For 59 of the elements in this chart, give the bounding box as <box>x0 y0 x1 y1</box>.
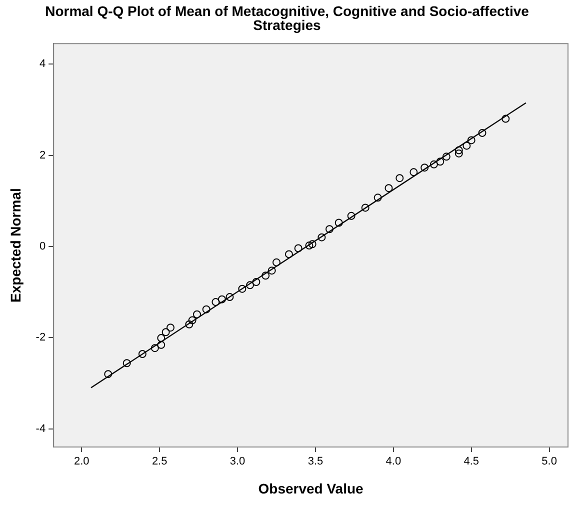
point <box>384 184 393 192</box>
point <box>192 310 201 318</box>
point <box>467 136 476 144</box>
x-tick-label: 4.5 <box>464 456 479 468</box>
point <box>138 350 146 358</box>
point <box>334 218 343 227</box>
y-axis-title: Expected Normal <box>7 188 24 302</box>
point <box>212 298 220 306</box>
y-tick-label: 4 <box>39 58 46 70</box>
point <box>396 174 404 182</box>
x-tick-label: 4.0 <box>386 456 402 468</box>
x-tick-label: 2.5 <box>152 456 168 468</box>
point <box>122 359 131 368</box>
y-tick-label: -4 <box>36 422 46 435</box>
point <box>478 128 486 137</box>
point <box>218 295 226 304</box>
point <box>104 370 112 378</box>
point <box>202 305 210 314</box>
point <box>238 284 246 293</box>
point <box>420 164 429 172</box>
chart-title: Normal Q-Q Plot of Mean of Metacognitive, Cognitive and Socio-affective Strategies <box>44 2 530 34</box>
y-tick-label: 2 <box>39 149 46 162</box>
point <box>284 250 293 258</box>
point <box>157 340 166 349</box>
point <box>268 266 276 275</box>
point <box>374 194 382 202</box>
point <box>454 149 463 158</box>
point <box>185 320 194 328</box>
point <box>272 258 280 266</box>
point <box>436 158 444 166</box>
x-tick-label: 3.5 <box>308 456 324 468</box>
point <box>246 281 254 290</box>
point <box>262 272 270 280</box>
x-tick-label: 2.0 <box>74 456 90 468</box>
y-tick-label: 0 <box>39 240 46 252</box>
x-tick-label: 5.0 <box>542 456 557 468</box>
x-tick-label: 3.0 <box>230 456 246 468</box>
point <box>325 225 334 234</box>
point <box>347 212 356 220</box>
x-axis-title: Observed Value <box>258 480 364 496</box>
point <box>462 142 471 150</box>
point <box>226 293 234 302</box>
point <box>305 242 314 250</box>
point <box>162 328 170 336</box>
point <box>442 152 450 161</box>
point <box>294 244 302 252</box>
point <box>166 324 174 332</box>
point <box>252 278 260 286</box>
point <box>157 334 166 342</box>
point <box>502 114 510 123</box>
y-tick-label: -2 <box>36 332 46 344</box>
point <box>318 233 326 242</box>
point <box>150 344 159 352</box>
point <box>454 146 463 154</box>
point <box>188 316 196 324</box>
point <box>361 204 370 212</box>
point <box>430 160 438 168</box>
point <box>410 168 418 176</box>
point <box>308 240 316 248</box>
